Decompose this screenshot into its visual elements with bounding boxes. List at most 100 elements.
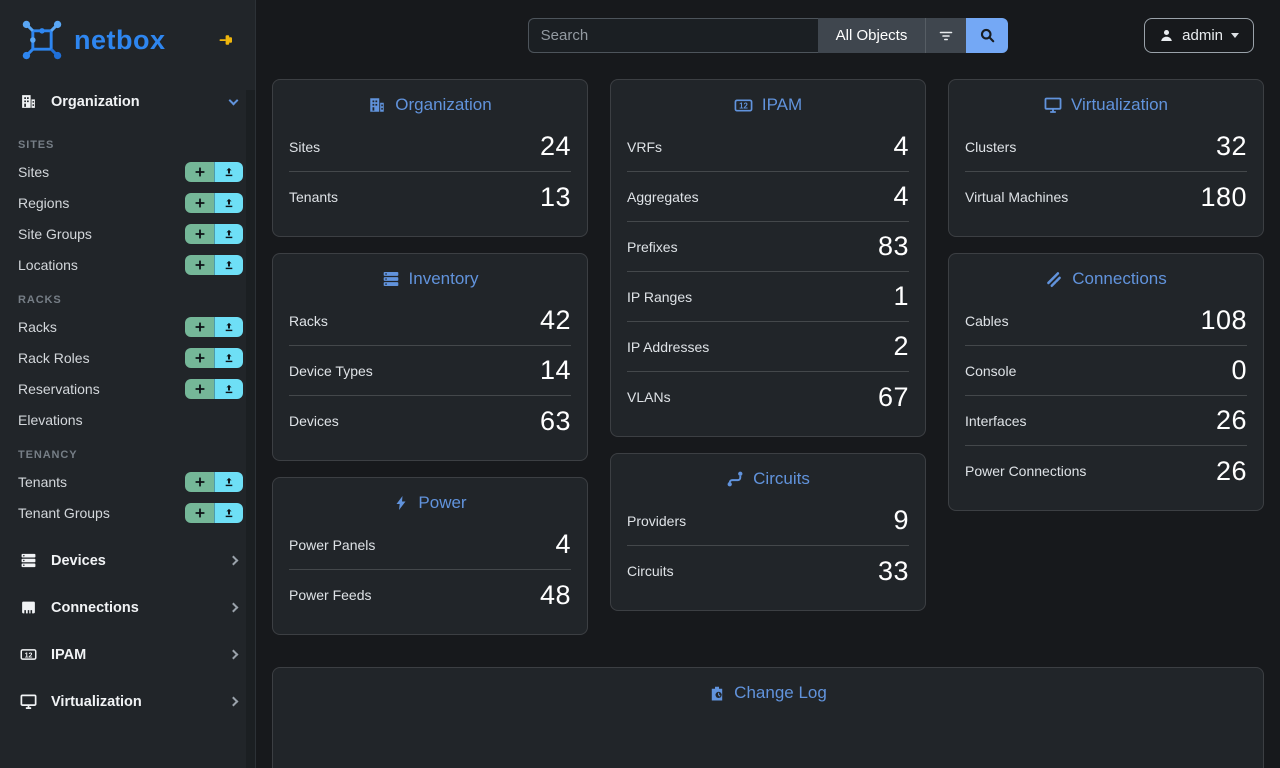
- sidebar-item-locations[interactable]: Locations: [0, 249, 255, 280]
- sidebar-item-label: Reservations: [18, 380, 100, 397]
- filter-button[interactable]: [925, 18, 967, 53]
- sidebar-item-label: Virtualization: [51, 693, 142, 710]
- card-power-title[interactable]: Power: [289, 490, 571, 520]
- sidebar-scrollbar[interactable]: [246, 90, 255, 768]
- stat-label[interactable]: Device Types: [289, 362, 373, 379]
- stat-label[interactable]: Prefixes: [627, 238, 678, 255]
- stat-row: Clusters 32: [965, 122, 1247, 172]
- chevron-down-icon: [228, 95, 239, 105]
- add-button[interactable]: [185, 223, 214, 244]
- import-button[interactable]: [214, 192, 243, 213]
- building-icon: [368, 96, 386, 114]
- svg-text:12: 12: [739, 101, 748, 110]
- import-button[interactable]: [214, 502, 243, 523]
- sidebar-item-virtualization[interactable]: Virtualization: [0, 678, 255, 725]
- stat-label[interactable]: Virtual Machines: [965, 189, 1069, 205]
- add-button[interactable]: [185, 471, 214, 492]
- import-button[interactable]: [214, 471, 243, 492]
- stat-value: 42: [539, 305, 571, 335]
- import-button[interactable]: [214, 378, 243, 399]
- stat-value: 4: [893, 181, 909, 211]
- stat-label[interactable]: Tenants: [289, 189, 339, 205]
- sidebar-item-label: Tenants: [18, 473, 68, 490]
- clipboard-clock-icon: [709, 685, 725, 702]
- stat-label[interactable]: Clusters: [965, 138, 1017, 155]
- circuit-path-icon: [726, 470, 744, 488]
- card-virtualization-title[interactable]: Virtualization: [965, 92, 1247, 122]
- sidebar-item-ipam[interactable]: 12 IPAM: [0, 631, 255, 678]
- add-button[interactable]: [185, 254, 214, 275]
- sidebar-item-connections[interactable]: Connections: [0, 584, 255, 631]
- stat-label[interactable]: Aggregates: [627, 188, 699, 205]
- sidebar-item-organization[interactable]: Organization: [0, 78, 255, 125]
- stat-label[interactable]: Sites: [289, 138, 321, 155]
- sidebar-item-tenants[interactable]: Tenants: [0, 466, 255, 497]
- netbox-logo[interactable]: netbox: [20, 18, 166, 62]
- sidebar-section-tenancy: TENANCY: [18, 449, 78, 461]
- stat-value: 13: [539, 181, 571, 212]
- sidebar-item-label: Locations: [18, 256, 78, 273]
- stat-row: Devices 63: [289, 396, 571, 446]
- sidebar-item-sites[interactable]: Sites: [0, 156, 255, 187]
- user-menu-button[interactable]: admin: [1144, 18, 1254, 53]
- card-inventory-title[interactable]: Inventory: [289, 266, 571, 296]
- sidebar-item-tenant-groups[interactable]: Tenant Groups: [0, 497, 255, 528]
- sidebar-pin-button[interactable]: [215, 30, 237, 50]
- import-button[interactable]: [214, 347, 243, 368]
- card-organization-title[interactable]: Organization: [289, 92, 571, 122]
- search-button[interactable]: [966, 18, 1009, 53]
- sidebar-item-label: IPAM: [51, 646, 87, 663]
- sidebar-item-racks[interactable]: Racks: [0, 311, 255, 342]
- add-button[interactable]: [185, 316, 214, 337]
- lightning-bolt-icon: [393, 495, 409, 511]
- card-title-label: IPAM: [761, 95, 803, 114]
- stat-label[interactable]: Power Panels: [289, 536, 376, 553]
- add-button[interactable]: [185, 161, 214, 182]
- stat-label[interactable]: Power Connections: [965, 463, 1087, 479]
- stat-value: 83: [877, 231, 909, 261]
- import-button[interactable]: [214, 316, 243, 337]
- import-button[interactable]: [214, 223, 243, 244]
- stat-value: 180: [1200, 181, 1247, 212]
- card-ipam-title[interactable]: 12 IPAM: [627, 92, 909, 122]
- card-connections-title[interactable]: Connections: [965, 266, 1247, 296]
- stat-label[interactable]: Power Feeds: [289, 587, 372, 603]
- stat-label[interactable]: IP Ranges: [627, 288, 693, 305]
- add-button[interactable]: [185, 192, 214, 213]
- stat-label[interactable]: IP Addresses: [627, 338, 710, 355]
- stat-label[interactable]: Interfaces: [965, 412, 1027, 429]
- card-title-label: Circuits: [753, 469, 810, 488]
- stat-row: VLANs 67: [627, 372, 909, 422]
- stat-value: 4: [893, 131, 909, 161]
- import-button[interactable]: [214, 254, 243, 275]
- sidebar-item-devices[interactable]: Devices: [0, 537, 255, 584]
- card-changelog-title[interactable]: Change Log: [289, 680, 1247, 710]
- stat-label[interactable]: Racks: [289, 312, 328, 329]
- top-bar: All Objects admin: [256, 0, 1280, 71]
- sidebar-item-site-groups[interactable]: Site Groups: [0, 218, 255, 249]
- stat-label[interactable]: Providers: [627, 512, 687, 529]
- stat-value: 67: [877, 381, 909, 412]
- add-button[interactable]: [185, 502, 214, 523]
- card-title-label: Organization: [395, 95, 492, 114]
- stat-label[interactable]: Devices: [289, 413, 339, 429]
- stat-label[interactable]: Circuits: [627, 563, 674, 579]
- stat-label[interactable]: VLANs: [627, 389, 671, 405]
- sidebar-item-regions[interactable]: Regions: [0, 187, 255, 218]
- stat-value: 63: [539, 405, 571, 436]
- stat-row: Console 0: [965, 346, 1247, 396]
- add-button[interactable]: [185, 378, 214, 399]
- stat-label[interactable]: Cables: [965, 312, 1009, 329]
- card-circuits-title[interactable]: Circuits: [627, 466, 909, 496]
- sidebar-item-elevations[interactable]: Elevations: [0, 404, 255, 435]
- stat-label[interactable]: Console: [965, 362, 1017, 379]
- search-scope-dropdown[interactable]: All Objects: [817, 18, 926, 53]
- add-button[interactable]: [185, 347, 214, 368]
- sidebar-item-reservations[interactable]: Reservations: [0, 373, 255, 404]
- import-button[interactable]: [214, 161, 243, 182]
- stat-value: 48: [539, 579, 571, 610]
- stat-label[interactable]: VRFs: [627, 138, 662, 155]
- server-icon: [20, 552, 37, 569]
- sidebar-item-rack-roles[interactable]: Rack Roles: [0, 342, 255, 373]
- search-input[interactable]: [527, 18, 818, 53]
